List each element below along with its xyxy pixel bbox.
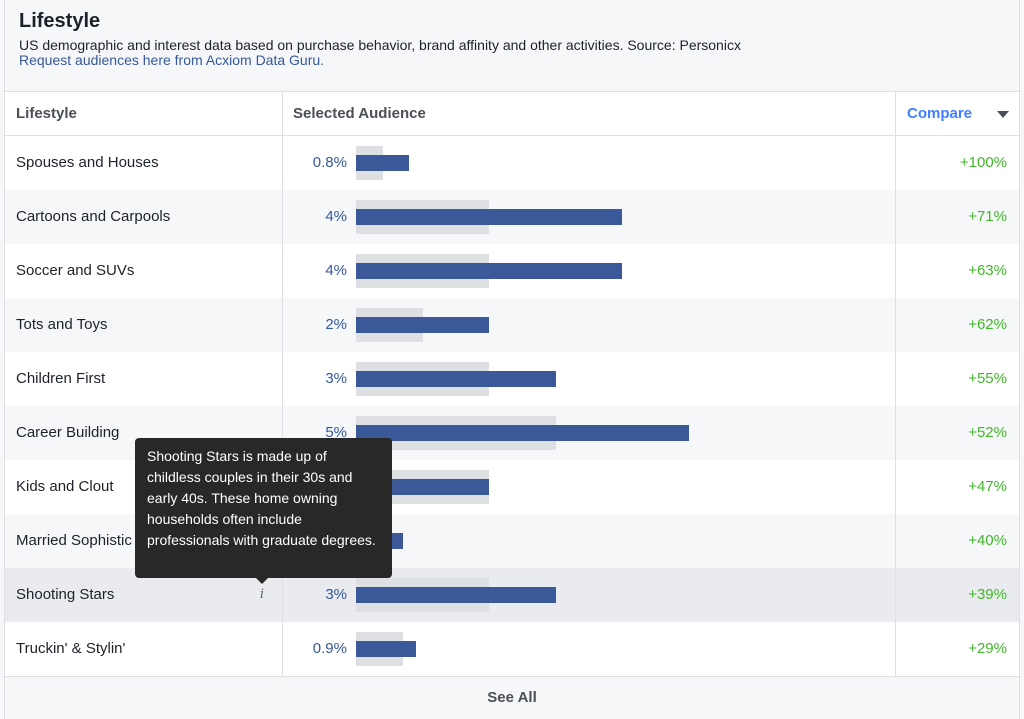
- audience-percent: 3%: [325, 586, 347, 603]
- compare-value: +63%: [968, 262, 1007, 279]
- compare-value: +55%: [968, 370, 1007, 387]
- table-row: Soccer and SUVs 4% +63%: [5, 244, 1019, 298]
- lifestyle-name: Soccer and SUVs: [16, 262, 135, 279]
- lifestyle-name: Kids and Clout: [16, 478, 114, 495]
- audience-percent: 0.8%: [312, 154, 347, 171]
- compare-value: +62%: [968, 316, 1007, 333]
- tooltip-text: Shooting Stars is made up of childless c…: [147, 448, 376, 548]
- panel-header: Lifestyle US demographic and interest da…: [5, 0, 1019, 92]
- audience-bar: [356, 371, 556, 387]
- lifestyle-name: Spouses and Houses: [16, 154, 159, 171]
- panel-description: US demographic and interest data based o…: [19, 37, 741, 53]
- info-tooltip: Shooting Stars is made up of childless c…: [135, 438, 392, 584]
- audience-percent: 5%: [325, 424, 347, 441]
- audience-percent: 4%: [325, 208, 347, 225]
- audience-bar: [356, 209, 622, 225]
- lifestyle-name: Tots and Toys: [16, 316, 108, 333]
- lifestyle-name: Truckin' & Stylin': [16, 640, 126, 657]
- compare-dropdown[interactable]: Compare: [907, 105, 973, 122]
- audience-bar: [356, 317, 489, 333]
- see-all-button[interactable]: See All: [5, 676, 1019, 719]
- compare-value: +40%: [968, 532, 1007, 549]
- lifestyle-name: Children First: [16, 370, 106, 387]
- lifestyle-name: Career Building: [16, 424, 120, 441]
- column-divider: [282, 92, 283, 677]
- compare-value: +71%: [968, 208, 1007, 225]
- column-header-lifestyle: Lifestyle: [16, 105, 77, 122]
- table-row: Career Building 5% +52%: [5, 406, 1019, 460]
- table-row: Truckin' & Stylin' 0.9% +29%: [5, 622, 1019, 676]
- page-title: Lifestyle: [19, 10, 101, 32]
- tooltip-arrow: [256, 578, 268, 584]
- audience-percent: 4%: [325, 262, 347, 279]
- table-row: Tots and Toys 2% +62%: [5, 298, 1019, 352]
- chevron-down-icon[interactable]: [997, 111, 1009, 118]
- compare-value: +47%: [968, 478, 1007, 495]
- table-row: Spouses and Houses 0.8% +100%: [5, 136, 1019, 190]
- table-row: Cartoons and Carpools 4% +71%: [5, 190, 1019, 244]
- compare-value: +100%: [959, 154, 1007, 171]
- compare-value: +52%: [968, 424, 1007, 441]
- audience-bar: [356, 641, 416, 657]
- lifestyle-name: Married Sophistic: [16, 532, 132, 549]
- audience-bar: [356, 425, 689, 441]
- audience-bar: [356, 587, 556, 603]
- audience-percent: 2%: [325, 316, 347, 333]
- lifestyle-name: Shooting Stars: [16, 586, 115, 603]
- audience-percent: 3%: [325, 370, 347, 387]
- acxiom-request-link[interactable]: Request audiences here from Acxiom Data …: [19, 52, 325, 68]
- audience-bar: [356, 263, 622, 279]
- compare-value: +39%: [968, 586, 1007, 603]
- column-header-selected-audience: Selected Audience: [293, 105, 426, 122]
- lifestyle-panel: Lifestyle US demographic and interest da…: [4, 0, 1020, 719]
- lifestyle-name: Cartoons and Carpools: [16, 208, 171, 225]
- audience-bar: [356, 155, 409, 171]
- lifestyle-table: Lifestyle Selected Audience Compare Spou…: [5, 91, 1019, 677]
- table-header: Lifestyle Selected Audience Compare: [5, 92, 1019, 136]
- table-row: Children First 3% +55%: [5, 352, 1019, 406]
- audience-percent: 0.9%: [312, 640, 347, 657]
- column-divider: [895, 92, 896, 677]
- table-body: Spouses and Houses 0.8% +100% Cartoons and …: [5, 136, 1019, 676]
- compare-value: +29%: [968, 640, 1007, 657]
- info-icon[interactable]: i: [259, 587, 265, 602]
